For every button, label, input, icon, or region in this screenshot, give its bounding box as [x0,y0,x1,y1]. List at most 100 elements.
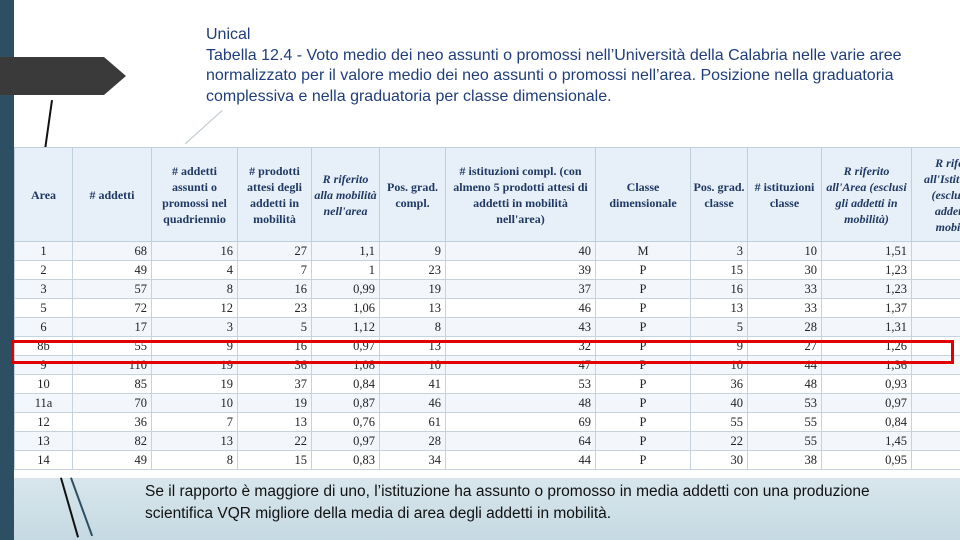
column-header: # istituzioni classe [747,147,822,242]
table-cell: 19 [151,355,238,375]
table-cell: 6 [14,317,73,337]
table-cell: 16 [237,279,312,299]
footnote-text: Se il rapporto è maggiore di uno, l’isti… [145,483,870,522]
table-cell: 37 [237,374,312,394]
table-cell: 8b [14,336,73,356]
table-cell: P [595,279,691,299]
table-cell: 85 [72,374,152,394]
column-header: R riferito alla mobilità nell'area [311,147,380,242]
table-reference: Tabella 12.4 [206,46,293,64]
table-cell: 1,26 [821,336,912,356]
table-cell: 23 [379,260,446,280]
table-cell: 49 [72,260,152,280]
table-cell: 1,06 [311,298,380,318]
table-cell: P [595,298,691,318]
table-cell: 28 [379,431,446,451]
table-cell: P [595,374,691,394]
table-cell: 0,97 [311,431,380,451]
table-caption: - Voto medio dei neo assunti o promossi … [206,46,902,105]
table-cell: 7 [237,260,312,280]
table-cell: 13 [237,412,312,432]
table-cell: 48 [747,374,822,394]
table-cell: 30 [747,260,822,280]
table-cell: M [595,241,691,261]
table-cell: 47 [445,355,596,375]
table-cell: 110 [72,355,152,375]
column-header: Pos. grad. compl. [379,147,446,242]
table-cell: 3 [690,241,748,261]
table-cell: 12 [151,298,238,318]
table-cell: 27 [747,336,822,356]
table-cell: 13 [14,431,73,451]
table-cell: 13 [379,336,446,356]
table-cell: 0,76 [311,412,380,432]
table-cell: 33 [747,298,822,318]
table-cell: 1,37 [821,298,912,318]
table-cell: 1,29 [911,393,960,413]
table-cell: 15 [690,260,748,280]
table-cell: 9 [151,336,238,356]
table-cell: 2 [14,260,73,280]
table-cell: 1,36 [821,355,912,375]
table-cell: 5 [14,298,73,318]
table-cell: 36 [690,374,748,394]
table-cell: 34 [379,450,446,470]
table-cell: 1,05 [911,317,960,337]
table-cell: 13 [379,298,446,318]
table-cell: 9 [379,241,446,261]
table-cell: 1 [311,260,380,280]
table-cell: 13 [690,298,748,318]
table-cell: 9 [14,355,73,375]
table-cell: 41 [379,374,446,394]
table-cell: 39 [445,260,596,280]
table-cell: 82 [72,431,152,451]
table-cell: 1,03 [911,374,960,394]
table-cell: 14 [14,450,73,470]
table-cell: 13 [151,431,238,451]
table-cell: P [595,393,691,413]
table-cell: 3 [14,279,73,299]
table-cell: 8 [151,279,238,299]
table-cell: 68 [72,241,152,261]
column-header: Area [14,147,73,242]
table-cell: 22 [690,431,748,451]
table-cell: 10 [379,355,446,375]
table-cell: 1,38 [911,431,960,451]
table-cell: 1,12 [311,317,380,337]
table-cell: 17 [72,317,152,337]
table-cell: 7 [151,412,238,432]
table-cell: 0,93 [821,374,912,394]
table-cell: 32 [445,336,596,356]
table-cell: 0,87 [311,393,380,413]
table-header-row: Area # addetti # addetti assunti o promo… [14,147,960,242]
decorative-line [44,100,53,148]
table-cell: P [595,450,691,470]
table-cell: 36 [237,355,312,375]
table-cell: 11a [14,393,73,413]
table-cell: 3 [151,317,238,337]
table-cell: 0,97 [311,336,380,356]
table-cell: 46 [379,393,446,413]
table-cell: 16 [690,279,748,299]
table-cell: 53 [747,393,822,413]
column-header: R riferito all'Area (esclusi gli addetti… [821,147,912,242]
column-header: # prodotti attesi degli addetti in mobil… [237,147,312,242]
table-cell: 1,1 [311,241,380,261]
table-cell: 55 [747,412,822,432]
table-cell: 40 [690,393,748,413]
table-cell: 0,84 [311,374,380,394]
table-cell: 44 [445,450,596,470]
table-cell: 0,84 [821,412,912,432]
table-cell: 9 [690,336,748,356]
column-header: # istituzioni compl. (con almeno 5 prodo… [445,147,596,242]
table-cell: 10 [747,241,822,261]
table-cell: 8 [151,450,238,470]
